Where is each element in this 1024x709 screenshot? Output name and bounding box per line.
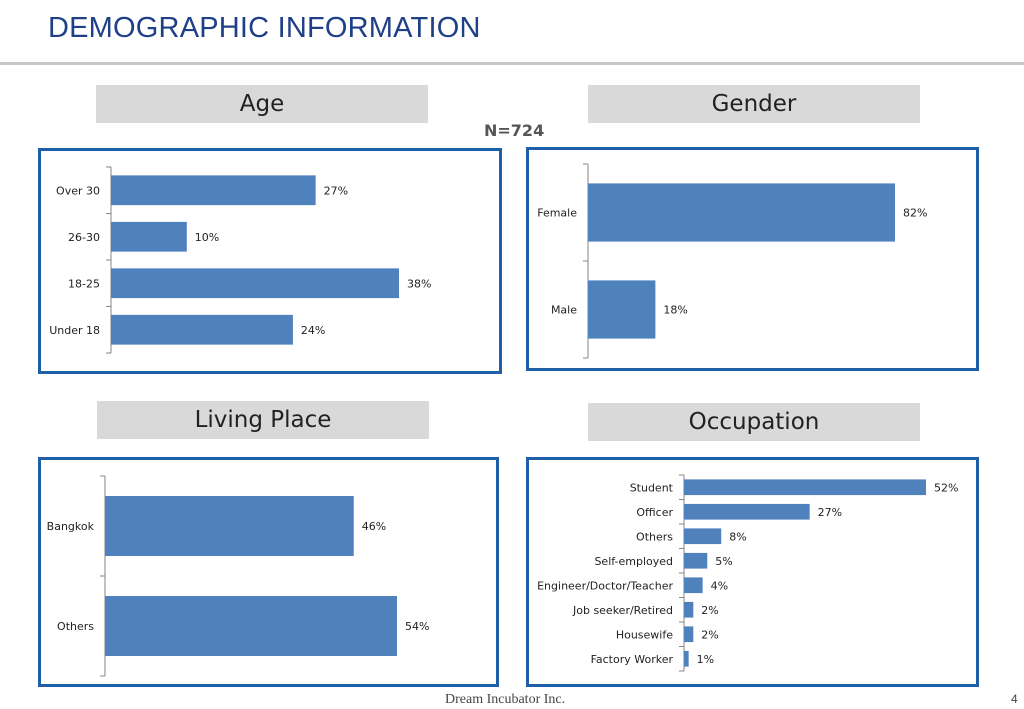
occupation-category-label: Self-employed [594, 555, 673, 568]
occupation-value-label: 4% [711, 579, 728, 592]
occupation-bar [684, 503, 810, 520]
occupation-chart-panel: Student 52% Officer 27% Others 8% Self-employe… [526, 457, 979, 687]
occupation-category-label: Student [630, 481, 674, 494]
age-category-label: 18-25 [68, 277, 100, 290]
occupation-value-label: 52% [934, 481, 958, 494]
gender-value-label: 82% [903, 207, 927, 220]
occupation-value-label: 2% [701, 628, 718, 641]
gender-bar [588, 280, 656, 339]
age-chart: Over 30 27% 26-30 10% 18-25 38% Under 18 24% [49, 166, 431, 354]
living-place-chart: Bangkok 46% Others 54% [47, 475, 429, 677]
page-number: 4 [1011, 692, 1018, 706]
occupation-bar [684, 577, 703, 594]
occupation-value-label: 1% [697, 653, 714, 666]
living-place-chart-panel: Bangkok 46% Others 54% [38, 457, 499, 687]
age-bar [111, 221, 187, 252]
occupation-value-label: 8% [729, 530, 746, 543]
gender-chart: Female 82% Male 18% [537, 163, 927, 359]
occupation-category-label: Engineer/Doctor/Teacher [537, 579, 673, 592]
occupation-chart-title: Occupation [588, 403, 920, 441]
living-place-chart-title: Living Place [97, 401, 429, 439]
age-value-label: 24% [301, 324, 325, 337]
age-category-label: Under 18 [49, 324, 100, 337]
living-place-bar [105, 496, 354, 556]
gender-chart-title: Gender [588, 85, 920, 123]
age-bar [111, 175, 316, 206]
occupation-category-label: Factory Worker [591, 653, 674, 666]
living-place-category-label: Others [57, 620, 94, 633]
age-bar [111, 268, 399, 299]
occupation-category-label: Others [636, 530, 673, 543]
occupation-value-label: 27% [818, 506, 842, 519]
page-title: DEMOGRAPHIC INFORMATION [48, 12, 481, 44]
age-value-label: 10% [195, 231, 219, 244]
gender-bar [588, 183, 895, 242]
occupation-bar [684, 601, 694, 618]
title-divider [0, 62, 1024, 65]
occupation-bar [684, 650, 689, 667]
living-place-value-label: 54% [405, 620, 429, 633]
gender-chart-panel: Female 82% Male 18% [526, 147, 979, 371]
occupation-category-label: Job seeker/Retired [572, 604, 673, 617]
gender-category-label: Female [537, 207, 577, 220]
age-bar [111, 314, 293, 345]
age-chart-title: Age [96, 85, 428, 123]
living-place-value-label: 46% [362, 520, 386, 533]
age-chart-panel: Over 30 27% 26-30 10% 18-25 38% Under 18 24% [38, 148, 502, 374]
occupation-value-label: 2% [701, 604, 718, 617]
age-value-label: 27% [324, 184, 348, 197]
age-category-label: Over 30 [56, 184, 100, 197]
occupation-bar [684, 552, 708, 569]
occupation-bar [684, 479, 926, 496]
occupation-bar [684, 626, 694, 643]
occupation-value-label: 5% [715, 555, 732, 568]
living-place-category-label: Bangkok [47, 520, 95, 533]
gender-category-label: Male [551, 304, 577, 317]
age-value-label: 38% [407, 277, 431, 290]
occupation-category-label: Officer [636, 506, 673, 519]
gender-value-label: 18% [663, 304, 687, 317]
age-category-label: 26-30 [68, 231, 100, 244]
occupation-category-label: Housewife [616, 628, 673, 641]
company-footer: Dream Incubator Inc. [445, 692, 566, 707]
occupation-bar [684, 528, 722, 545]
living-place-bar [105, 596, 397, 656]
sample-size-label: N=724 [484, 121, 545, 140]
occupation-chart: Student 52% Officer 27% Others 8% Self-employe… [537, 474, 958, 672]
